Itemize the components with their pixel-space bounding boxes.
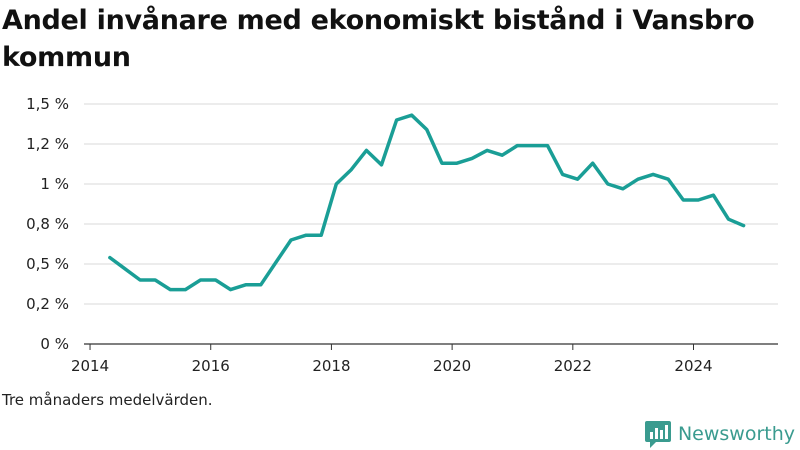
x-tick-label: 2014 [71,357,109,375]
y-tick-label: 0,5 % [26,255,69,273]
x-tick-label: 2016 [192,357,230,375]
y-axis-tick-labels: 0 % 0,2 % 0,5 % 0,8 % 1 % 1,2 % 1,5 % [26,95,69,353]
x-tick-label: 2022 [554,357,592,375]
gridlines [84,103,778,305]
brand-name: Newsworthy [677,423,795,445]
y-tick-label: 1,2 % [26,135,69,153]
x-axis [84,343,778,350]
y-tick-label: 1,5 % [26,95,69,113]
x-axis-tick-labels: 2014 2016 2018 2020 2022 2024 [71,357,713,375]
y-tick-label: 0,8 % [26,215,69,233]
x-tick-label: 2018 [312,357,350,375]
newsworthy-logo-icon [644,421,671,448]
brand-logo: Newsworthy [644,419,795,449]
x-tick-label: 2020 [433,357,471,375]
series-line [108,113,746,292]
chart-title: Andel invånare med ekonomiskt bistånd i … [2,5,755,73]
y-tick-label: 0,2 % [26,295,69,313]
x-tick-label: 2024 [674,357,712,375]
series-layer [108,113,746,292]
y-tick-label: 1 % [40,175,69,193]
chart-caption: Tre månaders medelvärden. [2,391,213,409]
y-tick-label: 0 % [40,335,69,353]
